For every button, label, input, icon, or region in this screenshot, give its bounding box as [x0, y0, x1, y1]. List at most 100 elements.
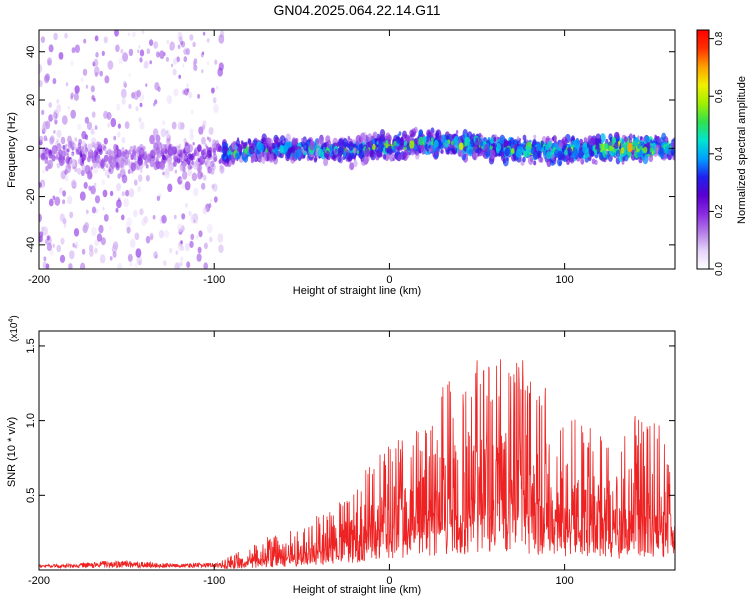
spectrogram-cell [206, 149, 212, 158]
spectrogram-cell [140, 169, 143, 173]
spectrogram-cell [59, 213, 65, 222]
spectrogram-cell [204, 161, 208, 166]
spectrogram-cell [129, 238, 136, 248]
spectrogram-cell [615, 149, 621, 158]
spectrogram-cell [455, 130, 459, 134]
spectrogram-cell [162, 120, 166, 126]
spectrogram-cell [186, 83, 189, 88]
spectrogram-cell [42, 169, 45, 174]
spectrogram-cell [202, 31, 206, 36]
spectrogram-cell [508, 140, 512, 146]
spectrogram-cell [109, 190, 114, 197]
spectrogram-cell [522, 156, 526, 163]
spectrogram-cell [93, 97, 96, 102]
spectrogram-cell [46, 242, 53, 252]
spectrogram-cell [139, 121, 145, 130]
spectrogram-cell [121, 88, 126, 96]
spectrogram-cell [128, 48, 134, 57]
spectrogram-cell [86, 121, 93, 131]
spectrogram-cell [95, 151, 99, 156]
spectrogram-cell [192, 41, 196, 48]
spectrogram-cell [143, 63, 146, 68]
spectrogram-cell [142, 145, 146, 151]
spectrogram-cell [44, 150, 49, 157]
spectrogram-cell [532, 150, 539, 160]
spectrogram-cell [648, 154, 654, 163]
spectrogram-cell [557, 150, 563, 161]
spectrogram-cell [55, 155, 58, 160]
spectrogram-cell [82, 153, 87, 161]
spectrogram-cell [438, 135, 442, 141]
spectrogram-cell [347, 135, 350, 140]
spectrogram-cell [382, 136, 386, 142]
spectrogram-cell [231, 159, 236, 166]
spectrogram-cell [505, 146, 511, 156]
spectrogram-cell [39, 231, 44, 238]
spectrogram-cell [124, 150, 130, 159]
spectrogram-cell [235, 152, 240, 160]
spectrogram-cell [304, 144, 307, 149]
spectrogram-cell [353, 160, 358, 168]
spectrogram-y-tick-label: -40 [25, 237, 37, 253]
spectrogram-cell [657, 137, 661, 144]
spectrogram-cell [209, 199, 213, 203]
spectrogram-cell [385, 140, 388, 144]
spectrogram-cell [219, 157, 223, 164]
spectrogram-cell [80, 77, 84, 83]
spectrogram-cell [85, 84, 89, 89]
spectrogram-cell [430, 137, 434, 142]
spectrogram-cell [71, 152, 74, 158]
spectrogram-cell [609, 145, 613, 151]
spectrogram-cell [242, 152, 246, 158]
spectrogram-cell [49, 249, 54, 256]
spectrogram-cell [291, 137, 297, 146]
spectrogram-cell [64, 32, 68, 39]
spectrogram-cell [67, 135, 72, 144]
spectrogram-cell [48, 114, 53, 122]
spectrogram-cell [94, 72, 98, 78]
spectrogram-cell [409, 140, 415, 149]
spectrogram-cell [187, 168, 192, 177]
spectrogram-cell [217, 67, 223, 77]
spectrogram-cell [474, 140, 480, 149]
spectrogram-cell [431, 132, 434, 138]
spectrogram-cell [643, 146, 648, 153]
spectrogram-cell [632, 134, 636, 139]
spectrogram-cell [98, 224, 104, 234]
spectrogram-cell [94, 239, 99, 247]
spectrogram-cell [624, 154, 629, 162]
snr-y-label: SNR (10 * v/v) [6, 417, 18, 487]
spectrogram-cell [642, 154, 649, 165]
spectrogram-cell [47, 159, 54, 169]
spectrogram-cell [530, 157, 533, 163]
spectrogram-cell [184, 243, 190, 252]
spectrogram-cell [189, 154, 194, 161]
spectrogram-cell [331, 150, 335, 155]
spectrogram-cell [56, 162, 61, 169]
spectrogram-cell [152, 149, 157, 157]
spectrogram-cell [387, 148, 391, 155]
spectrogram-cell [180, 40, 186, 48]
spectrogram-cell [213, 156, 217, 163]
spectrogram-cell [376, 141, 379, 145]
spectrogram-cell [174, 169, 178, 174]
spectrogram-cell [577, 149, 584, 159]
spectrogram-cell [80, 262, 86, 269]
spectrogram-cell [558, 141, 563, 149]
spectrogram-cell [197, 170, 203, 180]
spectrogram-cell [41, 123, 47, 133]
spectrogram-cell [125, 189, 130, 197]
spectrogram-cell [294, 152, 299, 160]
spectrogram-cell [387, 139, 391, 145]
spectrogram-cell [94, 125, 98, 130]
spectrogram-cell [117, 131, 121, 138]
spectrogram-cell [53, 32, 58, 41]
spectrogram-cell [301, 137, 304, 142]
snr-x-tick-label: 100 [555, 575, 573, 587]
spectrogram-cell [145, 83, 148, 87]
spectrogram-cell [161, 214, 167, 224]
spectrogram-cell [85, 209, 89, 215]
spectrogram-cell [121, 98, 126, 105]
spectrogram-cell [143, 150, 148, 157]
spectrogram-cell [599, 144, 602, 149]
